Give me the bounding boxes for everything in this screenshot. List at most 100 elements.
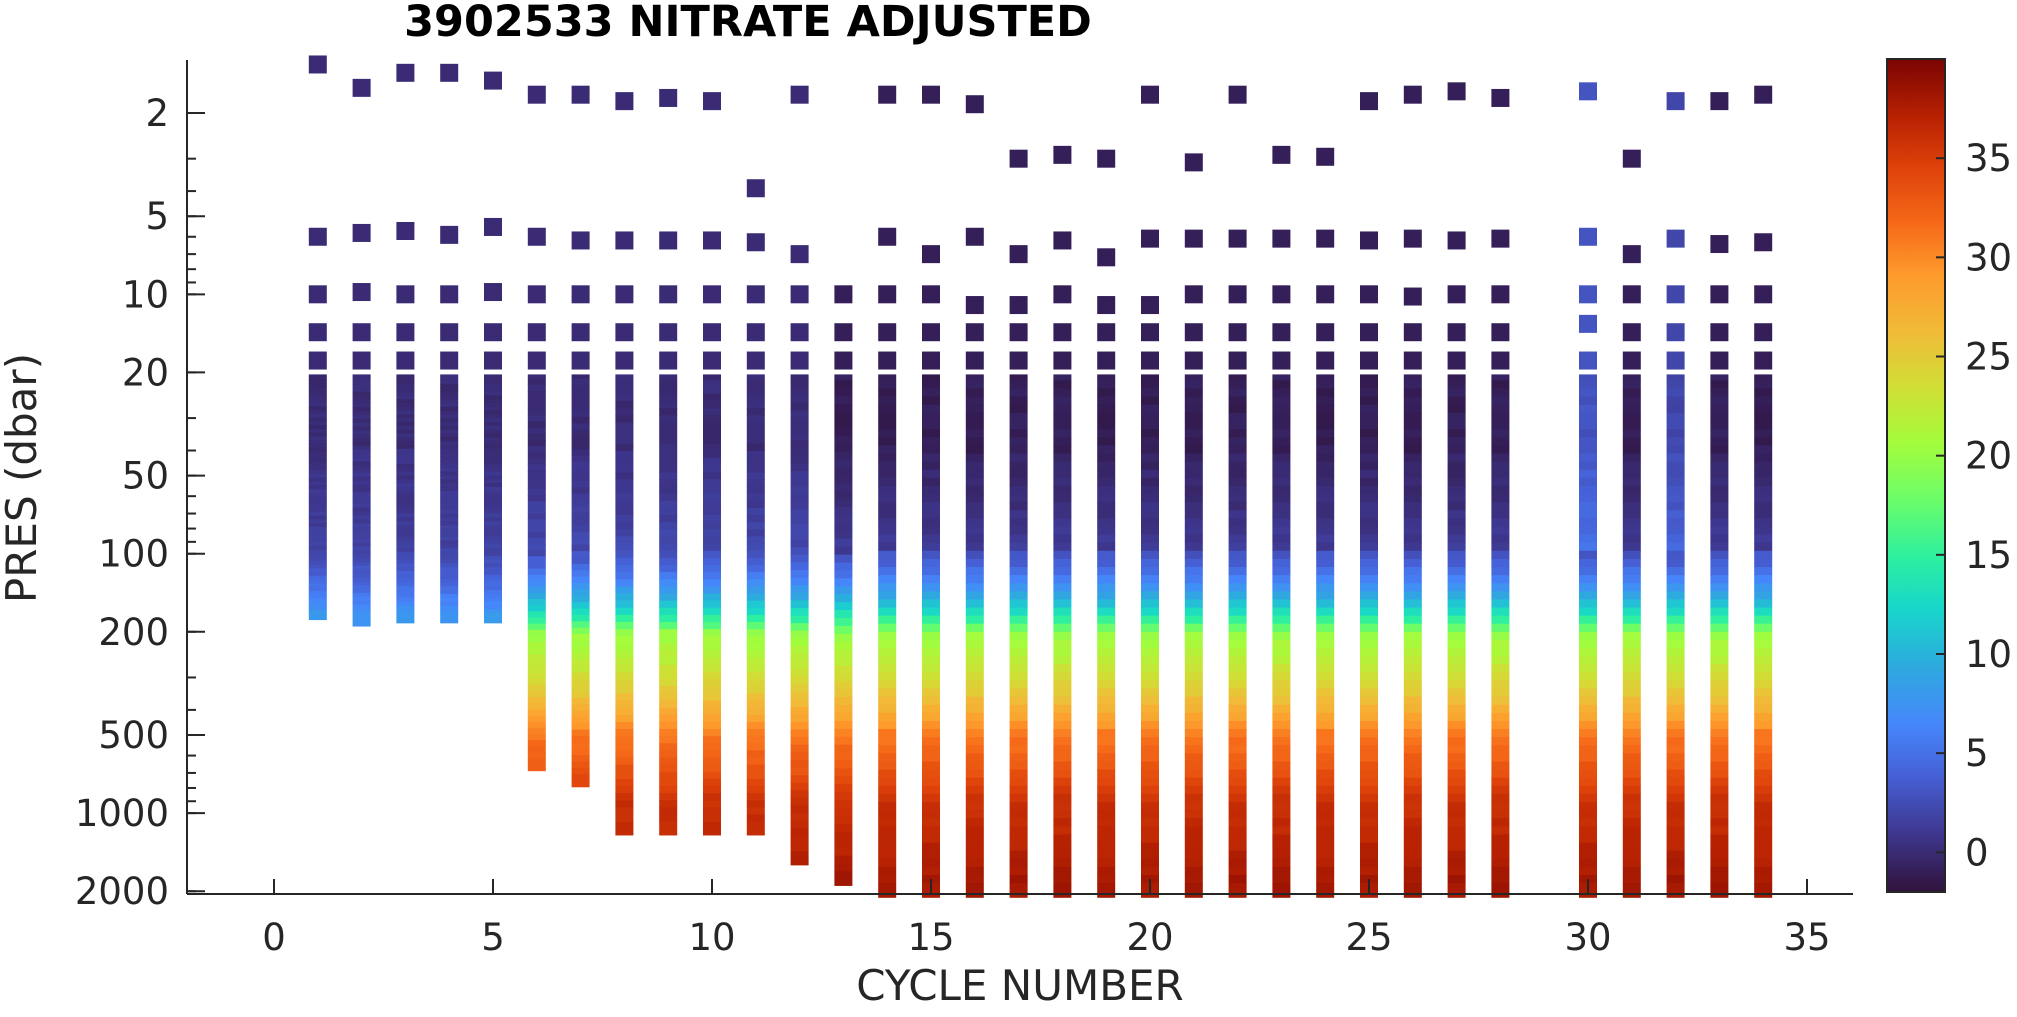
profile-segment: [352, 519, 371, 524]
profile-segment: [790, 417, 809, 427]
profile-segment: [965, 769, 984, 779]
profile-segment: [790, 630, 809, 639]
profile-segment: [527, 586, 546, 594]
profile-segment: [659, 707, 678, 716]
profile-segment: [1316, 785, 1335, 795]
profile-segment: [1053, 761, 1072, 771]
profile-segment: [1491, 429, 1510, 438]
cycle-10-profile: [703, 92, 721, 836]
profile-segment: [1403, 842, 1422, 852]
profile-segment: [1579, 688, 1597, 698]
profile-segment: [1447, 656, 1466, 665]
cycle-18-profile: [1053, 145, 1072, 898]
profile-segment: [615, 657, 634, 666]
profile-segment: [922, 396, 940, 406]
profile-segment: [1710, 396, 1729, 406]
profile-segment: [1579, 607, 1597, 617]
sample-point: [1579, 285, 1597, 304]
profile-segment: [1447, 818, 1466, 827]
profile-segment: [1097, 761, 1116, 771]
profile-segment: [1053, 599, 1072, 609]
profile-segment: [1097, 883, 1116, 898]
profile-segment: [1447, 607, 1466, 617]
profile-segment: [1491, 826, 1510, 836]
cycle-27-profile: [1447, 82, 1466, 898]
profile-segment: [703, 479, 721, 488]
profile-segment: [1403, 680, 1422, 690]
profile-segment: [1579, 412, 1597, 422]
profile-segment: [527, 684, 546, 692]
profile-segment: [352, 426, 371, 432]
profile-segment: [1622, 802, 1641, 811]
profile-segment: [1184, 631, 1203, 641]
profile-segment: [1666, 672, 1685, 682]
profile-segment: [1316, 761, 1335, 771]
profile-segment: [1447, 769, 1466, 779]
profile-segment: [1053, 388, 1072, 398]
profile-segment: [746, 429, 765, 438]
sample-point: [571, 323, 590, 342]
profile-segment: [965, 664, 984, 673]
profile-segment: [352, 608, 371, 613]
profile-segment: [615, 764, 634, 773]
profile-segment: [834, 831, 853, 841]
profile-segment: [1754, 834, 1773, 844]
profile-segment: [1491, 558, 1510, 568]
sample-point: [790, 85, 809, 104]
profile-segment: [1097, 550, 1116, 560]
profile-segment: [1622, 810, 1641, 819]
profile-segment: [1710, 802, 1729, 811]
profile-segment: [1097, 866, 1116, 876]
profile-segment: [1622, 374, 1641, 382]
profile-segment: [746, 450, 765, 459]
profile-segment: [1491, 412, 1510, 422]
profile-segment: [1447, 412, 1466, 422]
profile-segment: [1316, 858, 1335, 868]
profile-segment: [396, 422, 415, 427]
profile-segment: [1754, 485, 1773, 495]
profile-segment: [396, 555, 415, 561]
profile-segment: [965, 623, 984, 633]
profile-segment: [440, 437, 459, 442]
profile-segment: [1403, 526, 1422, 536]
sample-point: [1579, 351, 1597, 370]
profile-segment: [527, 501, 546, 508]
profile-segment: [965, 591, 984, 600]
profile-segment: [1184, 664, 1203, 673]
sample-point: [1491, 229, 1510, 248]
profile-segment: [1360, 745, 1378, 754]
profile-segment: [352, 581, 371, 586]
profile-segment: [1097, 785, 1116, 795]
profile-segment: [1403, 802, 1422, 811]
profile-segment: [484, 437, 502, 442]
profile-segment: [834, 546, 853, 556]
profile-segment: [1666, 502, 1685, 511]
profile-segment: [834, 649, 853, 659]
profile-segment: [703, 500, 721, 509]
profile-segment: [615, 507, 634, 516]
profile-segment: [440, 509, 459, 515]
profile-segment: [1184, 510, 1203, 519]
profile-segment: [1403, 607, 1422, 617]
profile-segment: [1579, 753, 1597, 763]
profile-segment: [1491, 623, 1510, 633]
sample-point: [703, 231, 721, 250]
profile-segment: [703, 579, 721, 587]
profile-segment: [1666, 534, 1685, 544]
profile-segment: [440, 490, 459, 496]
profile-segment: [1097, 404, 1116, 414]
profile-segment: [703, 429, 721, 438]
profile-segment: [571, 659, 590, 667]
profile-segment: [878, 777, 897, 787]
sample-point: [1491, 351, 1510, 370]
profile-segment: [1710, 493, 1729, 503]
profile-segment: [352, 453, 371, 459]
profile-segment: [659, 657, 678, 666]
profile-segment: [1272, 558, 1291, 568]
profile-segment: [1009, 388, 1028, 398]
profile-segment: [1009, 842, 1028, 852]
profile-segment: [878, 396, 897, 406]
profile-segment: [878, 720, 897, 730]
profile-segment: [1622, 639, 1641, 649]
profile-segment: [1666, 445, 1685, 455]
